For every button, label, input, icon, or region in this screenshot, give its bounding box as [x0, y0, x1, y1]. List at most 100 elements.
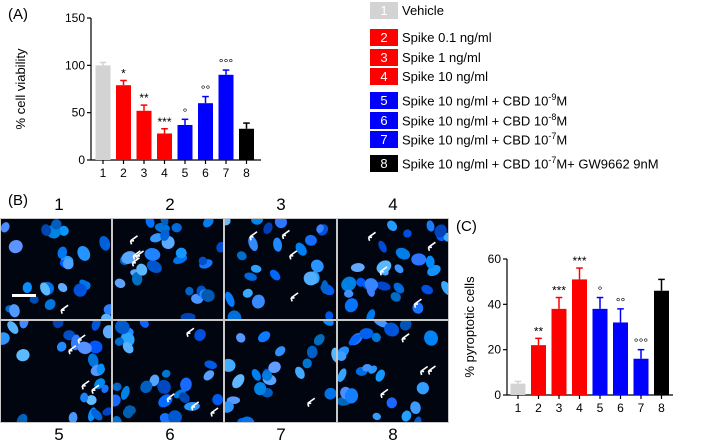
nucleus: [77, 246, 91, 261]
nucleus: [350, 263, 365, 272]
nucleus: [356, 277, 366, 287]
nucleus: [258, 331, 271, 343]
nucleus: [160, 229, 170, 241]
nucleus: [412, 302, 424, 314]
legend-label: Spike 10 ng/ml + CBD 10-7M: [402, 131, 567, 147]
bar-8: [654, 290, 669, 395]
nucleus: [338, 351, 347, 361]
nucleus: [232, 374, 245, 389]
bar-5: [177, 124, 193, 160]
nucleus: [359, 328, 374, 340]
nucleus: [146, 260, 162, 274]
micrograph-label-3: 3: [276, 195, 286, 214]
y-axis-label: % cell viability: [13, 48, 28, 129]
micrograph-image: [341, 220, 448, 319]
nucleus: [261, 370, 273, 381]
nucleus: [8, 239, 23, 254]
arrow-icon: [379, 266, 388, 276]
nucleus: [372, 412, 381, 421]
nucleus: [344, 289, 354, 298]
nucleus: [421, 284, 433, 295]
nucleus: [22, 282, 32, 293]
legend-item-5: 5 Spike 10 ng/ml + CBD 10-9M: [370, 91, 567, 109]
nucleus: [203, 219, 214, 228]
nucleus: [180, 312, 196, 319]
significance-label: *: [121, 66, 126, 80]
bar-2: [116, 85, 131, 160]
legend-text-tail: M: [556, 113, 568, 129]
nucleus: [180, 377, 192, 392]
nucleus: [150, 233, 164, 243]
nucleus: [103, 304, 111, 315]
micrograph-1: [0, 218, 112, 320]
arrow-icon: [68, 345, 77, 355]
arrow-icon: [290, 292, 299, 302]
nucleus: [56, 341, 67, 352]
nucleus: [366, 284, 375, 297]
micrograph-5: [0, 320, 112, 423]
arrow-icon: [281, 229, 290, 240]
nucleus: [99, 236, 111, 251]
nucleus: [410, 401, 421, 415]
nucleus: [160, 219, 169, 226]
micrograph-6: [112, 320, 224, 423]
nucleus: [124, 405, 136, 416]
nucleus: [304, 234, 317, 246]
nucleus: [203, 370, 215, 381]
panel-label-c: (C): [456, 218, 477, 235]
nucleus: [443, 232, 448, 242]
x-tick-label: 7: [638, 401, 645, 415]
nucleus: [295, 366, 305, 379]
nucleus: [413, 416, 422, 422]
legend-swatch: 7: [370, 130, 398, 148]
bar-4: [157, 133, 172, 160]
arrow-icon: [91, 384, 100, 394]
nucleus: [29, 295, 39, 304]
nucleus: [251, 219, 264, 225]
nucleus: [227, 310, 242, 319]
nucleus: [344, 388, 359, 404]
arrow-icon: [427, 365, 436, 375]
y-tick-label: 0: [494, 388, 501, 402]
nucleus: [251, 369, 261, 381]
nucleus: [136, 263, 148, 276]
x-tick-label: 8: [243, 166, 250, 180]
nucleus: [403, 229, 412, 238]
bar-2: [531, 345, 546, 395]
nucleus: [362, 363, 372, 372]
nucleus: [86, 395, 97, 405]
legend-exponent: -8: [548, 111, 557, 122]
nucleus: [331, 347, 336, 363]
legend-label: Spike 10 ng/ml: [402, 68, 488, 84]
micrograph-label-5: 5: [54, 425, 64, 444]
arrow-icon: [427, 241, 436, 252]
micrograph-grid: [0, 218, 449, 423]
micrograph-image: [1, 321, 111, 422]
legend-text: Spike 10 ng/ml + CBD 10: [402, 132, 549, 148]
nucleus: [120, 385, 130, 400]
significance-label: °: [598, 284, 603, 298]
nucleus: [434, 224, 447, 238]
legend-swatch: 5: [370, 91, 398, 109]
legend-swatch: 6: [370, 111, 398, 129]
legend-label: Spike 1 ng/ml: [402, 49, 481, 65]
legend-exponent: -7: [548, 130, 557, 141]
nucleus: [242, 288, 253, 298]
nucleus: [393, 282, 405, 294]
legend-label: Spike 0.1 ng/ml: [402, 29, 492, 45]
nucleus: [149, 374, 160, 387]
legend-item-7: 7 Spike 10 ng/ml + CBD 10-7M: [370, 130, 567, 148]
nucleus: [131, 272, 143, 286]
nucleus: [58, 225, 69, 236]
bar-7: [218, 74, 234, 160]
nucleus: [373, 321, 389, 328]
micrograph-3: [224, 218, 337, 320]
nucleus: [114, 278, 126, 289]
significance-label: **: [534, 324, 544, 338]
legend-text: Spike 10 ng/ml + CBD 10: [402, 93, 549, 109]
nucleus: [63, 330, 76, 341]
nucleus: [216, 241, 223, 253]
scale-bar: [12, 294, 36, 297]
nucleus: [102, 325, 111, 339]
x-tick-label: 8: [658, 401, 665, 415]
